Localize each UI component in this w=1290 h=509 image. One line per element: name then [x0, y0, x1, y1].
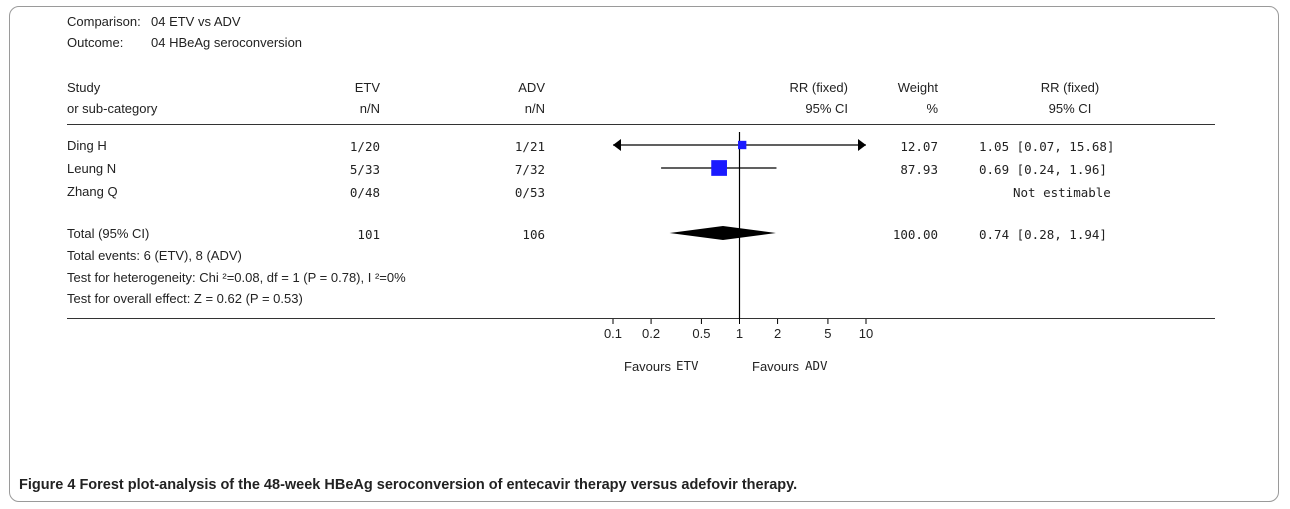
col-etv-header: ETV — [354, 80, 380, 95]
favours-right-group: ADV — [805, 358, 828, 373]
weight-value: 87.93 — [900, 162, 938, 177]
x-tick-label: 10 — [859, 326, 873, 341]
figure-frame — [9, 6, 1279, 502]
favours-left-word: Favours — [624, 359, 671, 374]
col-weight-subheader: % — [926, 101, 938, 116]
adv-value: 1/21 — [514, 139, 545, 154]
overall-effect-test: Test for overall effect: Z = 0.62 (P = 0… — [67, 291, 303, 306]
comparison-value: 04 ETV vs ADV — [151, 14, 241, 29]
caption-text: Forest plot-analysis of the 48-week HBeA… — [79, 477, 798, 493]
total-adv: 106 — [522, 227, 545, 242]
ci-arrow-right — [858, 139, 866, 151]
total-etv: 101 — [357, 227, 380, 242]
outcome-label: Outcome: — [67, 35, 124, 50]
col-rrci-subheader: 95% CI — [1048, 101, 1092, 116]
study-name: Ding H — [67, 138, 107, 153]
heterogeneity-test: Test for heterogeneity: Chi ²=0.08, df =… — [67, 270, 406, 285]
total-events: Total events: 6 (ETV), 8 (ADV) — [67, 248, 242, 263]
col-weight-header: Weight — [897, 80, 938, 95]
pooled-diamond — [669, 226, 776, 240]
col-rr-plot-subheader: 95% CI — [805, 101, 848, 116]
weight-value: 12.07 — [900, 139, 938, 154]
etv-value: 5/33 — [349, 162, 380, 177]
adv-value: 0/53 — [514, 185, 545, 200]
rr-ci-value: 1.05 [0.07, 15.68] — [979, 139, 1115, 154]
col-study-subheader: or sub-category — [67, 101, 158, 116]
col-study-header: Study — [67, 80, 101, 95]
footer-divider — [67, 318, 1215, 319]
ci-arrow-left — [613, 139, 621, 151]
total-rr-ci: 0.74 [0.28, 1.94] — [979, 227, 1107, 242]
col-adv-subheader: n/N — [524, 101, 545, 116]
etv-value: 1/20 — [349, 139, 380, 154]
x-tick-label: 0.1 — [604, 326, 622, 341]
total-weight: 100.00 — [892, 227, 938, 242]
figure-caption: Figure 4 Forest plot-analysis of the 48-… — [19, 477, 797, 493]
col-etv-subheader: n/N — [359, 101, 380, 116]
comparison-label: Comparison: — [67, 14, 141, 29]
rr-ci-value: 0.69 [0.24, 1.96] — [979, 162, 1107, 177]
col-rrci-header: RR (fixed) — [1040, 80, 1100, 95]
total-label: Total (95% CI) — [67, 226, 150, 241]
x-tick-label: 0.2 — [642, 326, 660, 341]
study-marker — [738, 140, 747, 150]
x-tick-label: 0.5 — [692, 326, 710, 341]
x-tick-label: 2 — [774, 326, 781, 341]
outcome-value: 04 HBeAg seroconversion — [151, 35, 303, 50]
study-marker — [711, 160, 727, 176]
favours-right-word: Favours — [752, 359, 799, 374]
study-name: Leung N — [67, 161, 117, 176]
adv-value: 7/32 — [514, 162, 545, 177]
col-rr-plot-header: RR (fixed) — [789, 80, 848, 95]
caption-label: Figure 4 — [19, 477, 76, 493]
study-name: Zhang Q — [67, 184, 118, 199]
x-tick-label: 1 — [736, 326, 743, 341]
favours-left-group: ETV — [676, 358, 699, 373]
rr-ci-value: Not estimable — [1013, 185, 1111, 200]
x-tick-label: 5 — [824, 326, 831, 341]
header-divider — [67, 124, 1215, 125]
col-adv-header: ADV — [518, 80, 545, 95]
etv-value: 0/48 — [349, 185, 380, 200]
